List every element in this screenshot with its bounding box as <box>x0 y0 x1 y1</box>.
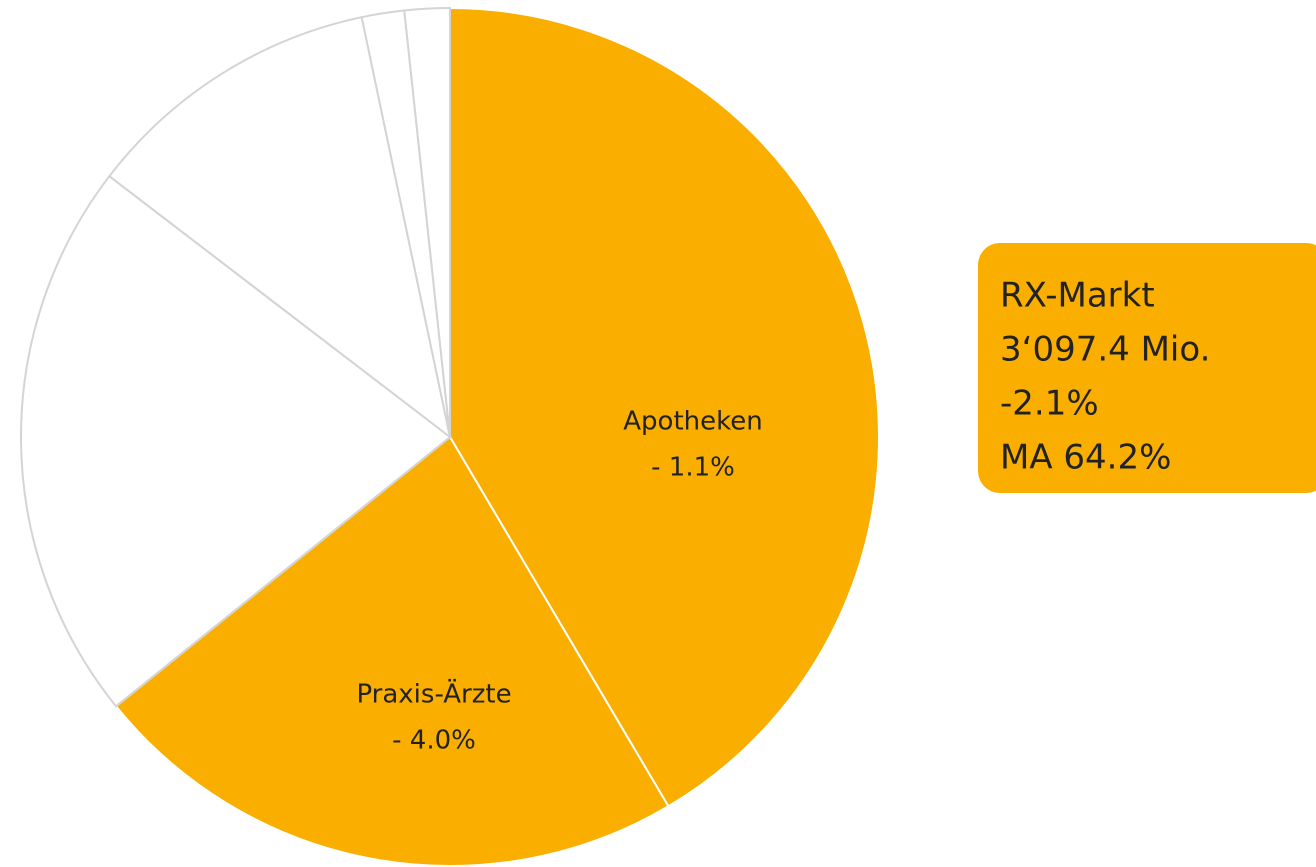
slice-note: - 4.0% <box>392 726 476 756</box>
pie-slice <box>20 174 452 708</box>
callout-line: 3‘097.4 Mio. <box>1000 330 1210 370</box>
slice-note: - 1.1% <box>651 453 735 483</box>
pie-slice <box>107 16 452 440</box>
callout-line: MA 64.2% <box>1000 438 1171 478</box>
pie-slice <box>114 435 670 867</box>
callout-line: RX-Markt <box>1000 276 1155 316</box>
callout-line: -2.1% <box>1000 384 1099 424</box>
pie-slice <box>449 6 880 808</box>
slice-label: Praxis-Ärzte <box>356 678 511 710</box>
slice-label: Apotheken <box>623 407 762 437</box>
pie-slice <box>403 6 451 438</box>
callout-box <box>978 243 1316 493</box>
